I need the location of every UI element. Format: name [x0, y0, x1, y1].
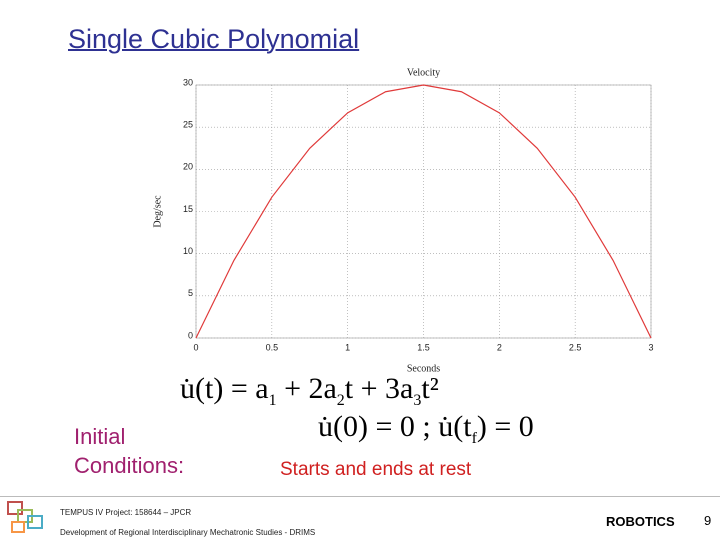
line — [195, 84, 652, 339]
label: Initial — [74, 424, 126, 449]
eq-sub: 3 — [413, 392, 422, 409]
eq-part: + 2a — [276, 372, 337, 405]
x-axis-label: Seconds — [407, 363, 440, 374]
x-tick-label: 2.5 — [569, 342, 582, 352]
footer-text: Development of Regional Interdisciplinar… — [60, 528, 316, 537]
course: ROBOTICS — [606, 514, 675, 529]
y-tick-label: 30 — [183, 77, 193, 87]
chart: 0 5 10 15 20 25 30 0 0.5 1 1.5 2 2.5 3 Velocity Seconds… — [152, 67, 653, 374]
y-tick-label: 20 — [183, 162, 193, 172]
x-tick-label: 1.5 — [417, 342, 430, 352]
page-number: 9 — [704, 513, 712, 528]
eq-part: ) = 0 — [476, 410, 534, 443]
footer-text: TEMPUS IV Project: 158644 – JPCR — [60, 508, 192, 517]
x-tick-label: 2 — [497, 342, 502, 352]
y-tick-label: 25 — [183, 120, 193, 130]
y-tick-label: 10 — [183, 246, 193, 256]
footer-rule — [0, 496, 720, 497]
chart-title: Velocity — [407, 67, 440, 78]
y-tick-label: 15 — [183, 204, 193, 214]
y-axis-label: Deg/sec — [152, 195, 163, 228]
x-tick-label: 0.5 — [266, 342, 279, 352]
eq-part: t² — [421, 372, 439, 405]
eq-sub: 1 — [268, 392, 277, 409]
eq-sub: f — [471, 430, 477, 447]
eq-part: u̇(t) = a — [180, 372, 269, 405]
eq-part: u̇(0) = 0 ; u̇(t — [318, 410, 472, 443]
equation: u̇(0) = 0 ; u̇(tf) = 0 — [318, 410, 534, 448]
x-tick-label: 3 — [648, 342, 653, 352]
label: Conditions: — [74, 453, 185, 478]
y-tick-label: 0 — [188, 330, 193, 340]
eq-sub: 2 — [336, 392, 345, 409]
note: Starts and ends at rest — [280, 459, 472, 480]
eq-part: t + 3a — [344, 372, 414, 405]
logo — [7, 501, 43, 533]
y-tick-label: 5 — [188, 288, 193, 298]
slide-title: Single Cubic Polynomial — [68, 24, 360, 54]
x-tick-label: 1 — [345, 342, 350, 352]
equation: u̇(t) = a1 + 2a2t + 3a3t² — [180, 372, 439, 410]
x-tick-label: 0 — [193, 342, 198, 352]
